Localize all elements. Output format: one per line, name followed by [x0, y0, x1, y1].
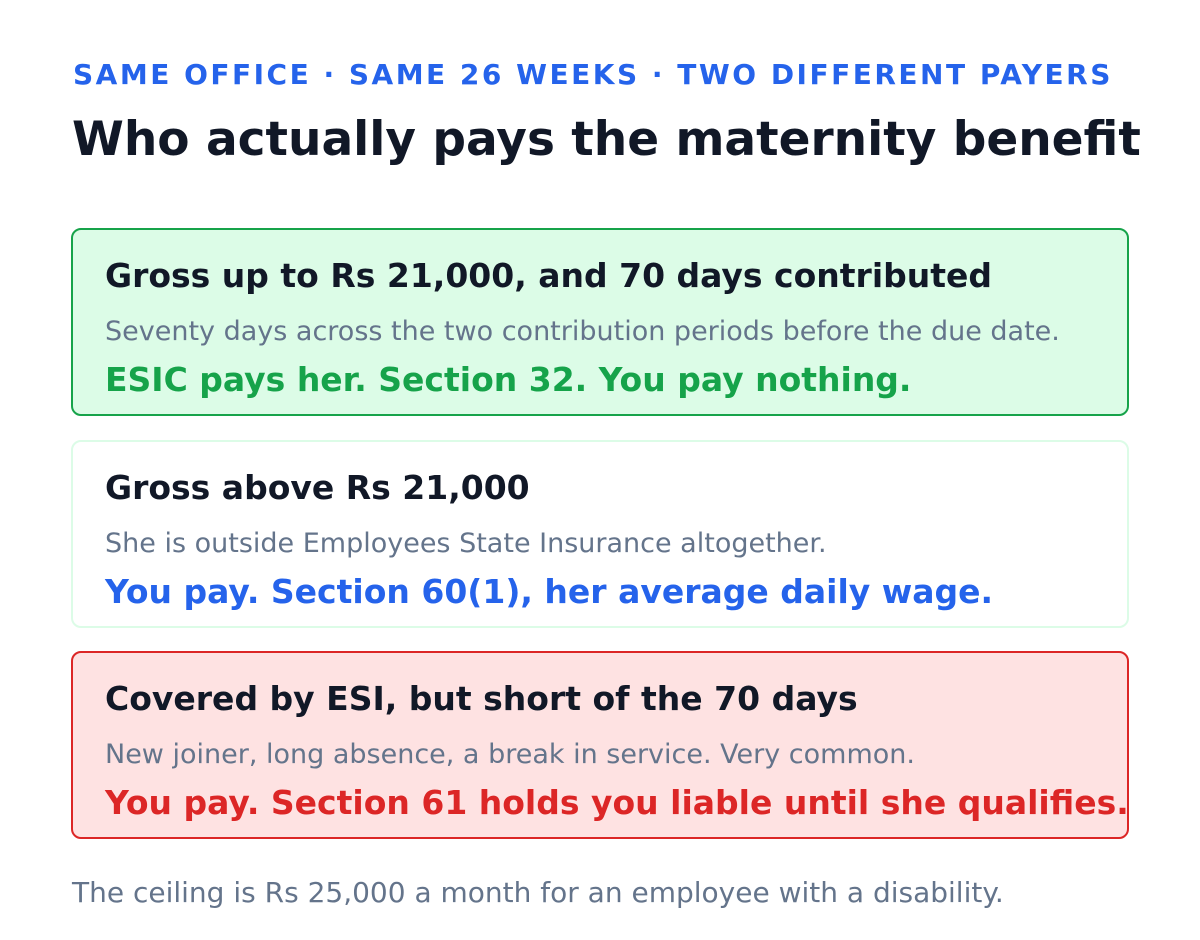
card-esic-pays: Gross up to Rs 21,000, and 70 days contr… [71, 228, 1129, 416]
footnote: The ceiling is Rs 25,000 a month for an … [72, 876, 1004, 909]
card-short-of-days: Covered by ESI, but short of the 70 days… [71, 651, 1129, 839]
card-detail: New joiner, long absence, a break in ser… [105, 739, 915, 770]
kicker-label: SAME OFFICE · SAME 26 WEEKS · TWO DIFFER… [73, 58, 1113, 91]
card-heading: Covered by ESI, but short of the 70 days [105, 679, 858, 718]
card-heading: Gross up to Rs 21,000, and 70 days contr… [105, 256, 993, 295]
card-verdict: ESIC pays her. Section 32. You pay nothi… [105, 360, 912, 399]
page-title: Who actually pays the maternity benefit [72, 112, 1141, 167]
card-verdict: You pay. Section 60(1), her average dail… [105, 572, 994, 611]
card-above-ceiling: Gross above Rs 21,000 She is outside Emp… [71, 440, 1129, 628]
card-detail: She is outside Employees State Insurance… [105, 528, 827, 559]
card-detail: Seventy days across the two contribution… [105, 316, 1060, 347]
card-heading: Gross above Rs 21,000 [105, 468, 530, 507]
card-verdict: You pay. Section 61 holds you liable unt… [105, 783, 1129, 822]
